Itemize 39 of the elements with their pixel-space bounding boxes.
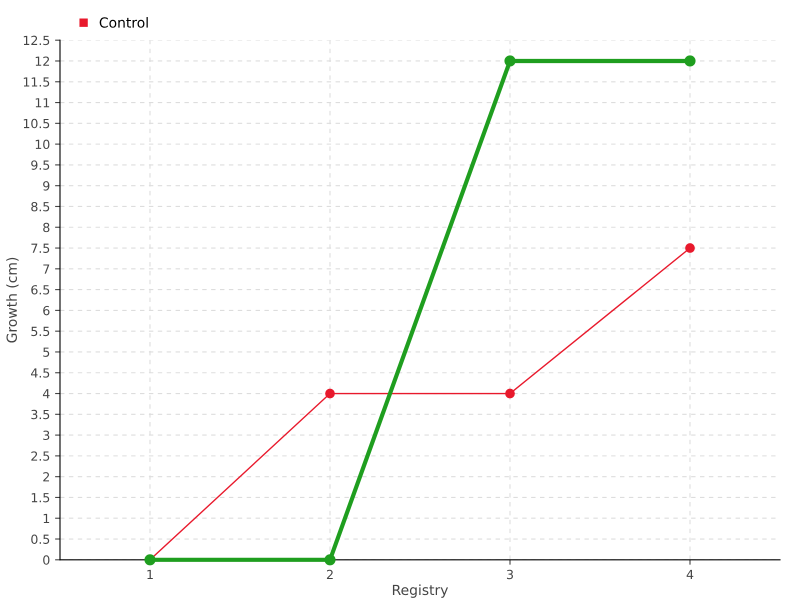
y-tick-label: 12: [36, 56, 50, 66]
y-tick-label: 3.5: [31, 410, 50, 420]
legend-label: Control: [100, 17, 148, 28]
x-tick-label: 2: [326, 570, 333, 580]
y-tick-label: 2.5: [31, 451, 50, 461]
y-tick-label: 4: [42, 389, 50, 398]
y-tick-label: 1: [44, 514, 50, 523]
x-tick-label: 3: [506, 570, 513, 580]
y-tick-label: 7.5: [31, 244, 50, 253]
y-tick-label: 6: [43, 306, 50, 316]
point: [685, 243, 695, 253]
x-tick-label: 1: [147, 570, 153, 580]
point: [505, 388, 515, 398]
y-tick-label: 12.5: [24, 36, 50, 46]
y-tick-label: 0.5: [31, 534, 50, 544]
x-axis-title: Registry: [392, 584, 448, 598]
y-tick-label: 8: [43, 222, 50, 232]
y-tick-label: 10: [36, 140, 50, 150]
y-tick-label: 2: [43, 472, 50, 482]
y-tick-label: 4.5: [31, 368, 50, 378]
point: [504, 55, 516, 67]
y-tick-label: 7: [43, 264, 50, 274]
y-tick-label: 5.5: [31, 326, 50, 336]
y-tick-label: 10.5: [24, 118, 50, 128]
y-tick-label: 1.5: [32, 493, 50, 502]
x-tick-label: 4: [686, 570, 694, 580]
y-tick-label: 9.5: [31, 160, 50, 170]
y-tick-label: 8.5: [31, 202, 50, 212]
y-tick-label: 6.5: [31, 285, 50, 295]
y-axis-title: Growth (cm): [6, 258, 19, 343]
point: [324, 554, 336, 566]
y-tick-label: 11: [36, 98, 50, 108]
y-tick-label: 5: [43, 348, 50, 357]
y-tick-label: 9: [43, 181, 50, 191]
point: [684, 55, 696, 67]
y-tick-label: 3: [43, 430, 50, 440]
y-tick-label: 11.5: [24, 77, 50, 87]
point: [325, 388, 335, 398]
y-tick-label: 0: [43, 555, 50, 565]
